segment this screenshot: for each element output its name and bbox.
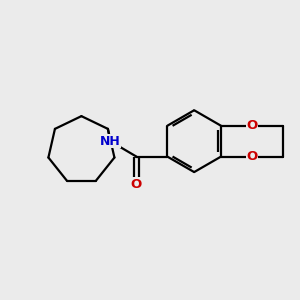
- Text: O: O: [246, 119, 257, 132]
- Text: O: O: [131, 178, 142, 191]
- Text: O: O: [246, 150, 257, 163]
- Text: NH: NH: [100, 135, 121, 148]
